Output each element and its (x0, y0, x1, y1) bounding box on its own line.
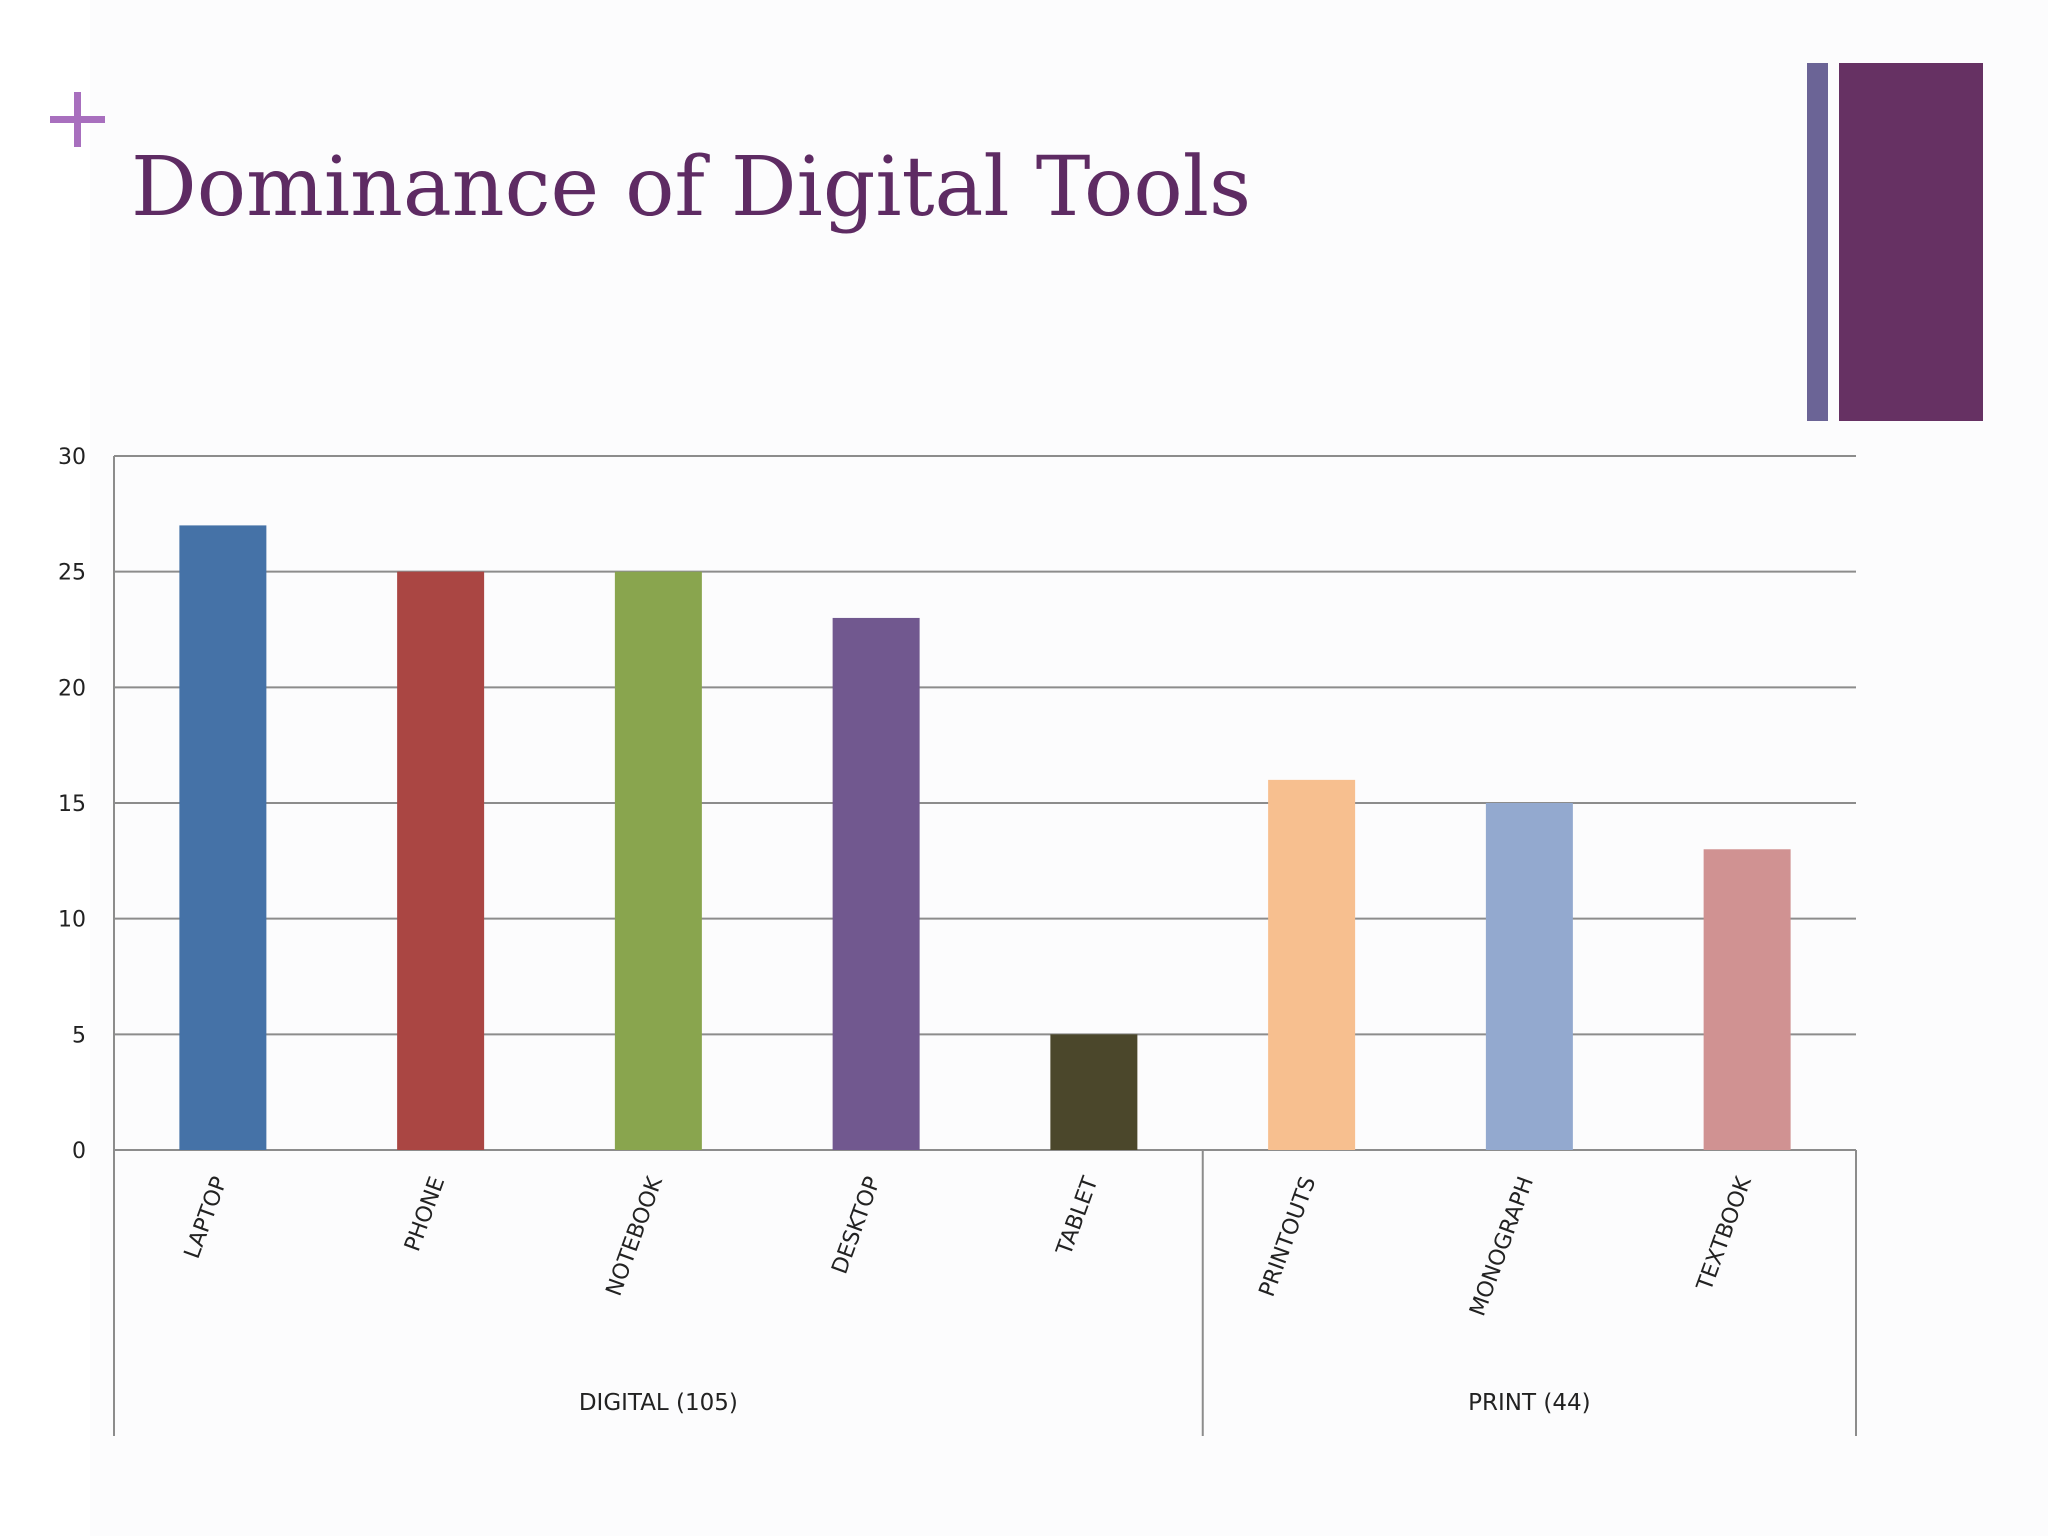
y-tick-label: 5 (72, 1023, 86, 1048)
bar-laptop (179, 525, 267, 1150)
decorative-bar-thick (1839, 63, 1983, 421)
group-label: PRINT (44) (1468, 1390, 1590, 1416)
group-label: DIGITAL (105) (579, 1390, 738, 1416)
y-tick-label: 30 (58, 445, 86, 470)
category-label: MONOGRAPH (1465, 1174, 1539, 1320)
bar-desktop (832, 617, 920, 1150)
y-tick-label: 15 (58, 792, 86, 817)
y-tick-label: 10 (58, 908, 86, 933)
category-label: PRINTOUTS (1255, 1174, 1322, 1301)
y-tick-label: 20 (58, 676, 86, 701)
y-tick-label: 0 (72, 1139, 86, 1164)
category-label: TEXTBOOK (1692, 1173, 1757, 1295)
bar-phone (397, 571, 485, 1150)
slide-title: Dominance of Digital Tools (131, 140, 1252, 235)
bar-textbook (1703, 849, 1791, 1150)
bar-tablet (1050, 1034, 1138, 1150)
plus-icon (50, 92, 105, 147)
category-label: TABLET (1052, 1173, 1104, 1260)
category-label: PHONE (400, 1174, 450, 1255)
category-label: DESKTOP (828, 1174, 886, 1278)
y-tick-label: 25 (58, 561, 86, 586)
bar-notebook (614, 571, 702, 1150)
category-label: LAPTOP (180, 1174, 233, 1263)
decorative-bar-thin (1807, 63, 1828, 421)
bar-printouts (1268, 779, 1356, 1150)
category-label: NOTEBOOK (602, 1173, 668, 1299)
bar-monograph (1485, 803, 1573, 1150)
